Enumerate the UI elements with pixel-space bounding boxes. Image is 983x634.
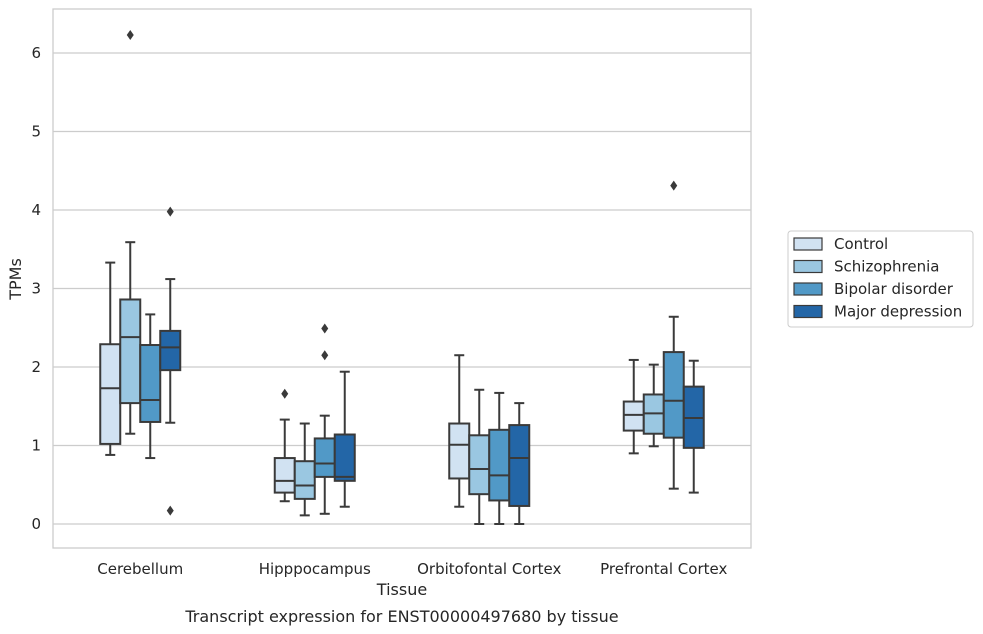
chart-caption: Transcript expression for ENST0000049768…: [184, 607, 618, 626]
y-tick-label: 6: [31, 44, 41, 62]
box-major-depression: [508, 402, 531, 525]
outlier-point: [126, 29, 134, 40]
y-tick-label: 3: [31, 280, 41, 298]
box-iqr: [273, 457, 296, 494]
box-iqr: [159, 329, 182, 372]
box-iqr: [119, 298, 142, 405]
outlier-point: [670, 180, 678, 191]
legend-swatch: [793, 237, 823, 251]
legend-swatch: [793, 259, 823, 274]
plot-frame: [52, 8, 752, 549]
y-tick-label: 1: [31, 437, 41, 455]
x-tick-label: Cerebellum: [97, 560, 183, 578]
box-control: [448, 354, 471, 508]
box-iqr: [488, 428, 511, 502]
outlier-point: [321, 350, 329, 361]
legend-label: Schizophrenia: [834, 258, 939, 276]
box-bipolar-disorder: [313, 323, 336, 515]
x-tick-labels: Cerebellum Hipppocampus Orbitofontal Corte…: [97, 560, 727, 578]
legend-label: Major depression: [834, 303, 962, 321]
y-tick-label: 5: [31, 123, 41, 141]
legend-label: Bipolar disorder: [834, 280, 954, 298]
box-iqr: [313, 437, 336, 478]
box-iqr: [468, 434, 491, 496]
outlier-point: [166, 505, 174, 516]
y-tick-label: 0: [31, 515, 41, 533]
box-iqr: [448, 422, 471, 480]
box-iqr: [662, 351, 685, 439]
y-tick-labels: 0 1 2 3 4 5 6: [31, 44, 41, 533]
box-major-depression: [682, 359, 705, 494]
box-iqr: [99, 343, 122, 445]
legend-swatch: [793, 304, 823, 319]
y-tick-label: 4: [31, 201, 41, 219]
box-iqr: [508, 424, 531, 507]
box-bipolar-disorder: [139, 313, 162, 460]
y-axis-label: TPMs: [6, 258, 25, 301]
box-major-depression: [159, 206, 182, 516]
legend: Control Schizophrenia Bipolar disorder Majo…: [787, 230, 974, 328]
legend-frame: [787, 230, 974, 328]
x-tick-label: Orbitofontal Cortex: [417, 560, 561, 578]
legend-label: Control: [834, 235, 888, 253]
outlier-point: [281, 388, 289, 399]
box-groups: [99, 29, 705, 525]
box-iqr: [622, 400, 645, 432]
box-control: [273, 388, 296, 503]
y-tick-label: 2: [31, 358, 41, 376]
x-tick-label: Hipppocampus: [259, 560, 371, 578]
box-major-depression: [333, 370, 356, 508]
box-iqr: [333, 433, 356, 482]
x-axis-label: Tissue: [376, 580, 427, 599]
outlier-point: [166, 206, 174, 217]
box-schizophrenia: [468, 388, 491, 525]
box-iqr: [293, 460, 316, 500]
box-bipolar-disorder: [488, 391, 511, 525]
outlier-point: [321, 323, 329, 334]
legend-swatch: [793, 282, 823, 296]
box-iqr: [139, 344, 162, 423]
plot-area: [53, 9, 751, 548]
x-tick-label: Prefrontal Cortex: [600, 560, 727, 578]
box-bipolar-disorder: [662, 180, 685, 490]
box-schizophrenia: [293, 422, 316, 517]
